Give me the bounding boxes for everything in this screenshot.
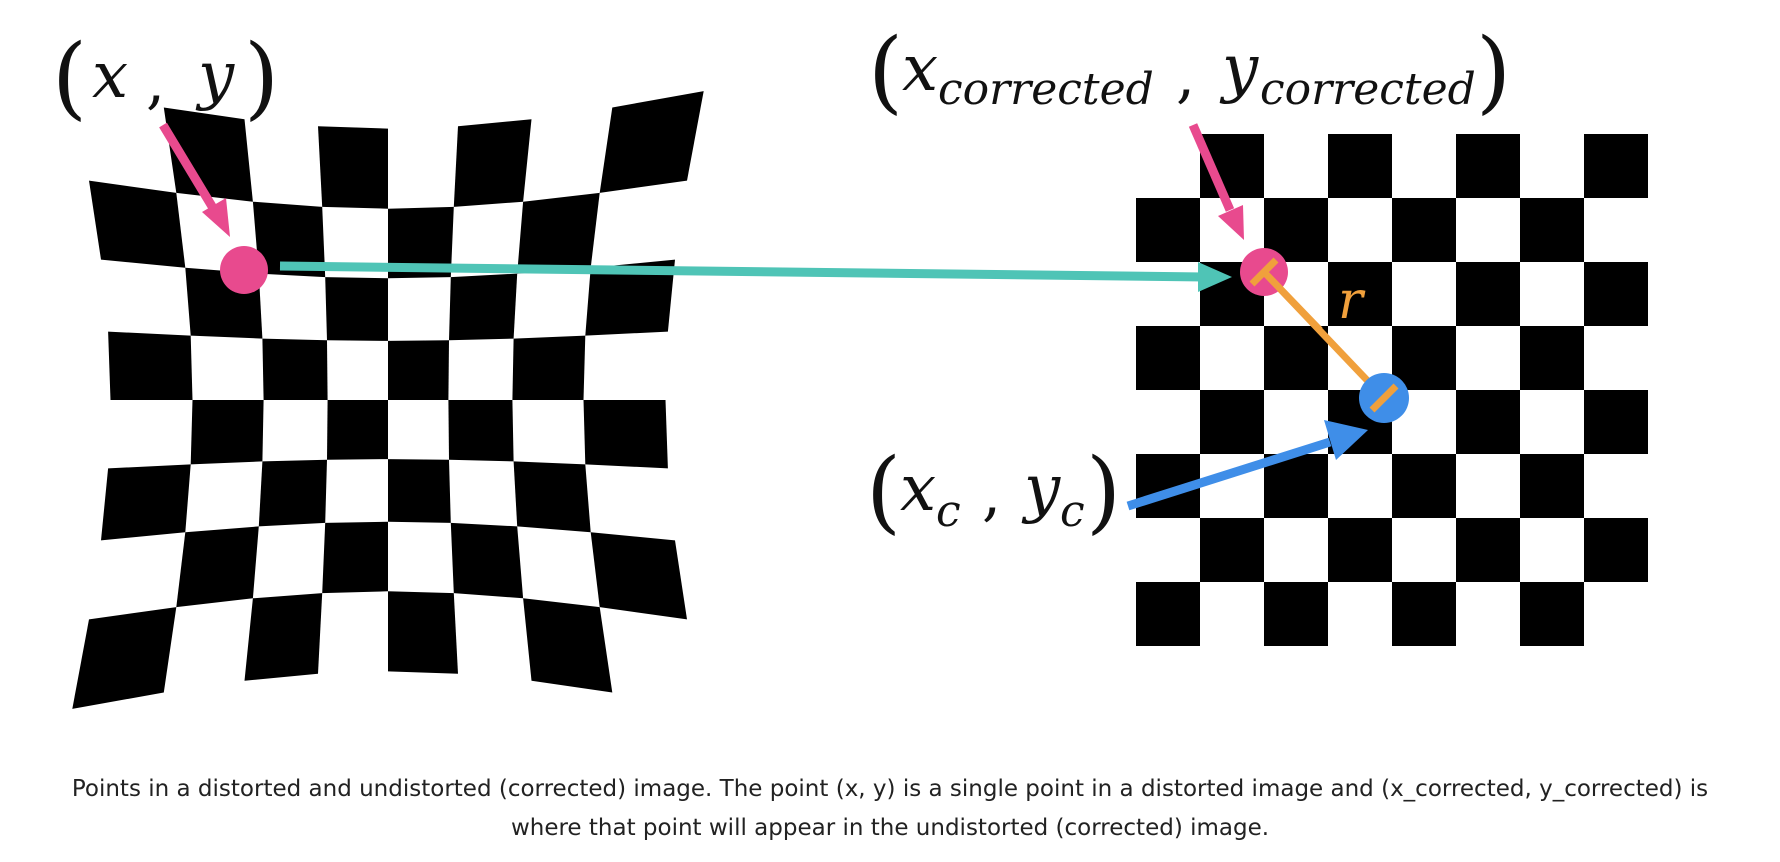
checker-square [1584, 134, 1648, 198]
comma: , [1176, 41, 1195, 111]
checker-square [1264, 326, 1328, 390]
checker-square [517, 192, 600, 274]
y-subscript: c [1060, 486, 1085, 537]
distorted-point-label: ( x , y ) [52, 25, 279, 130]
checker-square [1392, 326, 1456, 390]
paren-open: ( [866, 439, 901, 544]
distortion-diagram: r ( x , y ) ( x corrected , y corrected … [52, 19, 1648, 709]
checker-square [244, 593, 323, 681]
x-subscript: c [936, 486, 961, 537]
checker-square [1392, 198, 1456, 262]
paren-close: ) [244, 25, 279, 130]
checker-square [252, 201, 326, 278]
checker-square [450, 522, 524, 599]
comma: , [146, 47, 165, 117]
checker-square [1456, 262, 1520, 326]
x-symbol: x [92, 39, 128, 113]
checker-square [89, 180, 186, 268]
checker-square [585, 259, 675, 336]
paren-open: ( [868, 19, 903, 124]
distorted-pointer-arrow [159, 122, 230, 237]
checker-square [108, 331, 193, 400]
checker-square [448, 400, 514, 462]
y-symbol: y [195, 39, 235, 113]
checker-square [1328, 134, 1392, 198]
checker-square [523, 598, 613, 693]
comma: , [982, 459, 1001, 529]
checker-square [1520, 198, 1584, 262]
y-symbol: y [1219, 32, 1259, 106]
checker-square [72, 607, 177, 709]
checker-square [512, 335, 586, 400]
checker-square [599, 91, 704, 193]
checker-square [583, 400, 668, 469]
checker-square [1584, 262, 1648, 326]
center-pointer-arrow [1126, 420, 1368, 511]
checker-square [453, 119, 532, 207]
checker-square [1136, 198, 1200, 262]
distorted-checkerboard [72, 91, 704, 709]
checker-square [1520, 454, 1584, 518]
corrected-point-label: ( x corrected , y corrected ) [868, 19, 1511, 124]
checker-square [325, 277, 388, 341]
center-point-label: ( x c , y c ) [866, 439, 1121, 544]
checker-square [1456, 134, 1520, 198]
checker-square [1520, 326, 1584, 390]
checker-square [449, 273, 518, 341]
checker-square [388, 340, 449, 400]
checker-square [1584, 518, 1648, 582]
mapping-arrow [279, 261, 1232, 292]
checker-square [1328, 262, 1392, 326]
checker-square [513, 461, 591, 533]
checker-square [1392, 454, 1456, 518]
checker-square [1392, 582, 1456, 646]
paren-open: ( [52, 25, 87, 130]
checker-square [1136, 582, 1200, 646]
checker-square [1200, 390, 1264, 454]
checker-square [1264, 582, 1328, 646]
caption-line: Points in a distorted and undistorted (c… [71, 776, 1709, 802]
checker-square [101, 464, 191, 541]
paren-close: ) [1086, 439, 1121, 544]
caption-line: where that point will appear in the undi… [510, 815, 1270, 841]
checker-square [262, 338, 328, 400]
figure-caption: Points in a distorted and undistorted (c… [30, 770, 1750, 848]
checker-square [388, 591, 458, 674]
checker-square [388, 206, 454, 279]
paren-close: ) [1476, 19, 1511, 124]
checker-square [1456, 390, 1520, 454]
checker-square [1328, 518, 1392, 582]
checker-square [176, 526, 259, 608]
checker-square [1200, 518, 1264, 582]
checker-square [590, 532, 687, 620]
checker-square [322, 521, 388, 594]
radius-label: r [1338, 271, 1366, 331]
checker-square [163, 107, 253, 202]
corrected-pointer-arrow [1188, 123, 1244, 240]
checker-square [1584, 390, 1648, 454]
checker-square [258, 459, 327, 527]
x-symbol: x [900, 452, 936, 526]
checker-square [190, 400, 264, 465]
checker-square [1456, 518, 1520, 582]
checker-square [388, 459, 451, 523]
checker-square [1136, 326, 1200, 390]
checker-square [318, 126, 388, 209]
distorted-point [220, 246, 268, 294]
checker-square [1520, 582, 1584, 646]
y-subscript: corrected [1260, 64, 1476, 115]
checker-square [327, 400, 388, 460]
x-symbol: x [902, 32, 938, 106]
checker-square [1264, 198, 1328, 262]
y-symbol: y [1021, 452, 1061, 526]
x-subscript: corrected [938, 64, 1154, 115]
checker-square [1264, 454, 1328, 518]
